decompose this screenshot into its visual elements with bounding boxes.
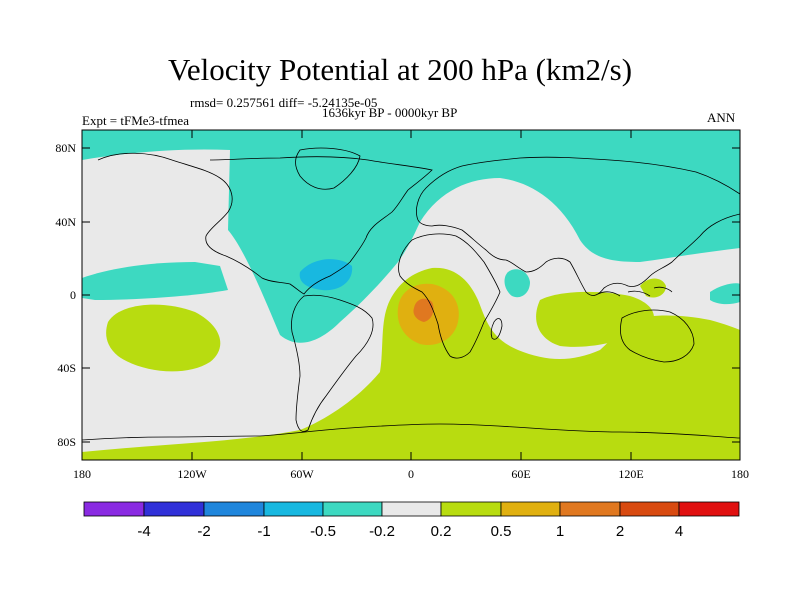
period-label: 1636kyr BP - 0000kyr BP [322,105,458,120]
lon-label: 120E [618,467,643,481]
colorbar-box [263,501,324,517]
field-negative-north [82,130,740,343]
colorbar-box [678,501,740,517]
field-negative-arabian [504,269,530,298]
colorbar-label: 0.5 [491,523,512,540]
coast-africa [398,233,501,359]
lat-ticks [82,147,740,443]
lon-label: 60W [290,467,314,481]
colorbar-label: -0.2 [369,523,395,540]
lon-label: 120W [177,467,207,481]
coast-greenland [295,147,361,190]
field-negative-core [299,259,353,291]
coast-north-america [97,152,433,295]
lat-label: 80S [57,435,76,449]
colorbar-label: -4 [137,523,150,540]
field-negative-pacific [82,262,228,300]
colorbar-box [559,501,621,517]
lat-label: 40N [55,215,76,229]
season-label: ANN [707,110,736,125]
lon-label: 180 [731,467,749,481]
coast-eurasia [416,156,740,296]
colorbar-label: 0.2 [431,523,452,540]
colorbar-label: -1 [257,523,270,540]
coast-australia [620,309,695,363]
colorbar-label: 4 [675,523,683,540]
colorbar-box [500,501,561,517]
coast-south-america [291,294,374,432]
lat-label: 40S [57,361,76,375]
field-positive-indian [536,291,654,347]
colorbar-box [381,501,442,517]
contour-field [82,130,740,460]
experiment-label: Expt = tFMe3-tfmea [82,113,189,128]
field-positive-core [413,298,434,322]
field-negative-east [710,283,740,305]
colorbar-box [143,501,205,517]
coast-madagascar [490,318,503,340]
colorbar-label: 2 [616,523,624,540]
colorbar-label: 1 [556,523,564,540]
colorbar-label: -2 [197,523,210,540]
colorbar-box [619,501,680,517]
coast-antarctica [82,423,740,441]
coastlines [82,147,740,441]
chart-title: Velocity Potential at 200 hPa (km2/s) [167,52,633,87]
lat-label: 0 [70,288,76,302]
lon-ticks [81,130,741,460]
stats-text: rmsd= 0.257561 diff= -5.24135e-05 [190,95,378,110]
lon-label: 0 [408,467,414,481]
colorbar-box [203,501,265,517]
field-positive-indonesia [640,278,666,298]
lon-label: 60E [511,467,530,481]
lat-label: 80N [55,141,76,155]
field-positive-south [82,267,740,460]
coast-indonesia [597,286,673,297]
colorbar-box [83,501,145,517]
lon-label: 180 [73,467,91,481]
colorbar-box [322,501,383,517]
colorbar-box [440,501,502,517]
field-positive-pacific [106,304,221,372]
colorbar: -4 -2 -1 -0.5 -0.2 0.2 0.5 1 2 4 [83,501,740,540]
colorbar-label: -0.5 [310,523,336,540]
